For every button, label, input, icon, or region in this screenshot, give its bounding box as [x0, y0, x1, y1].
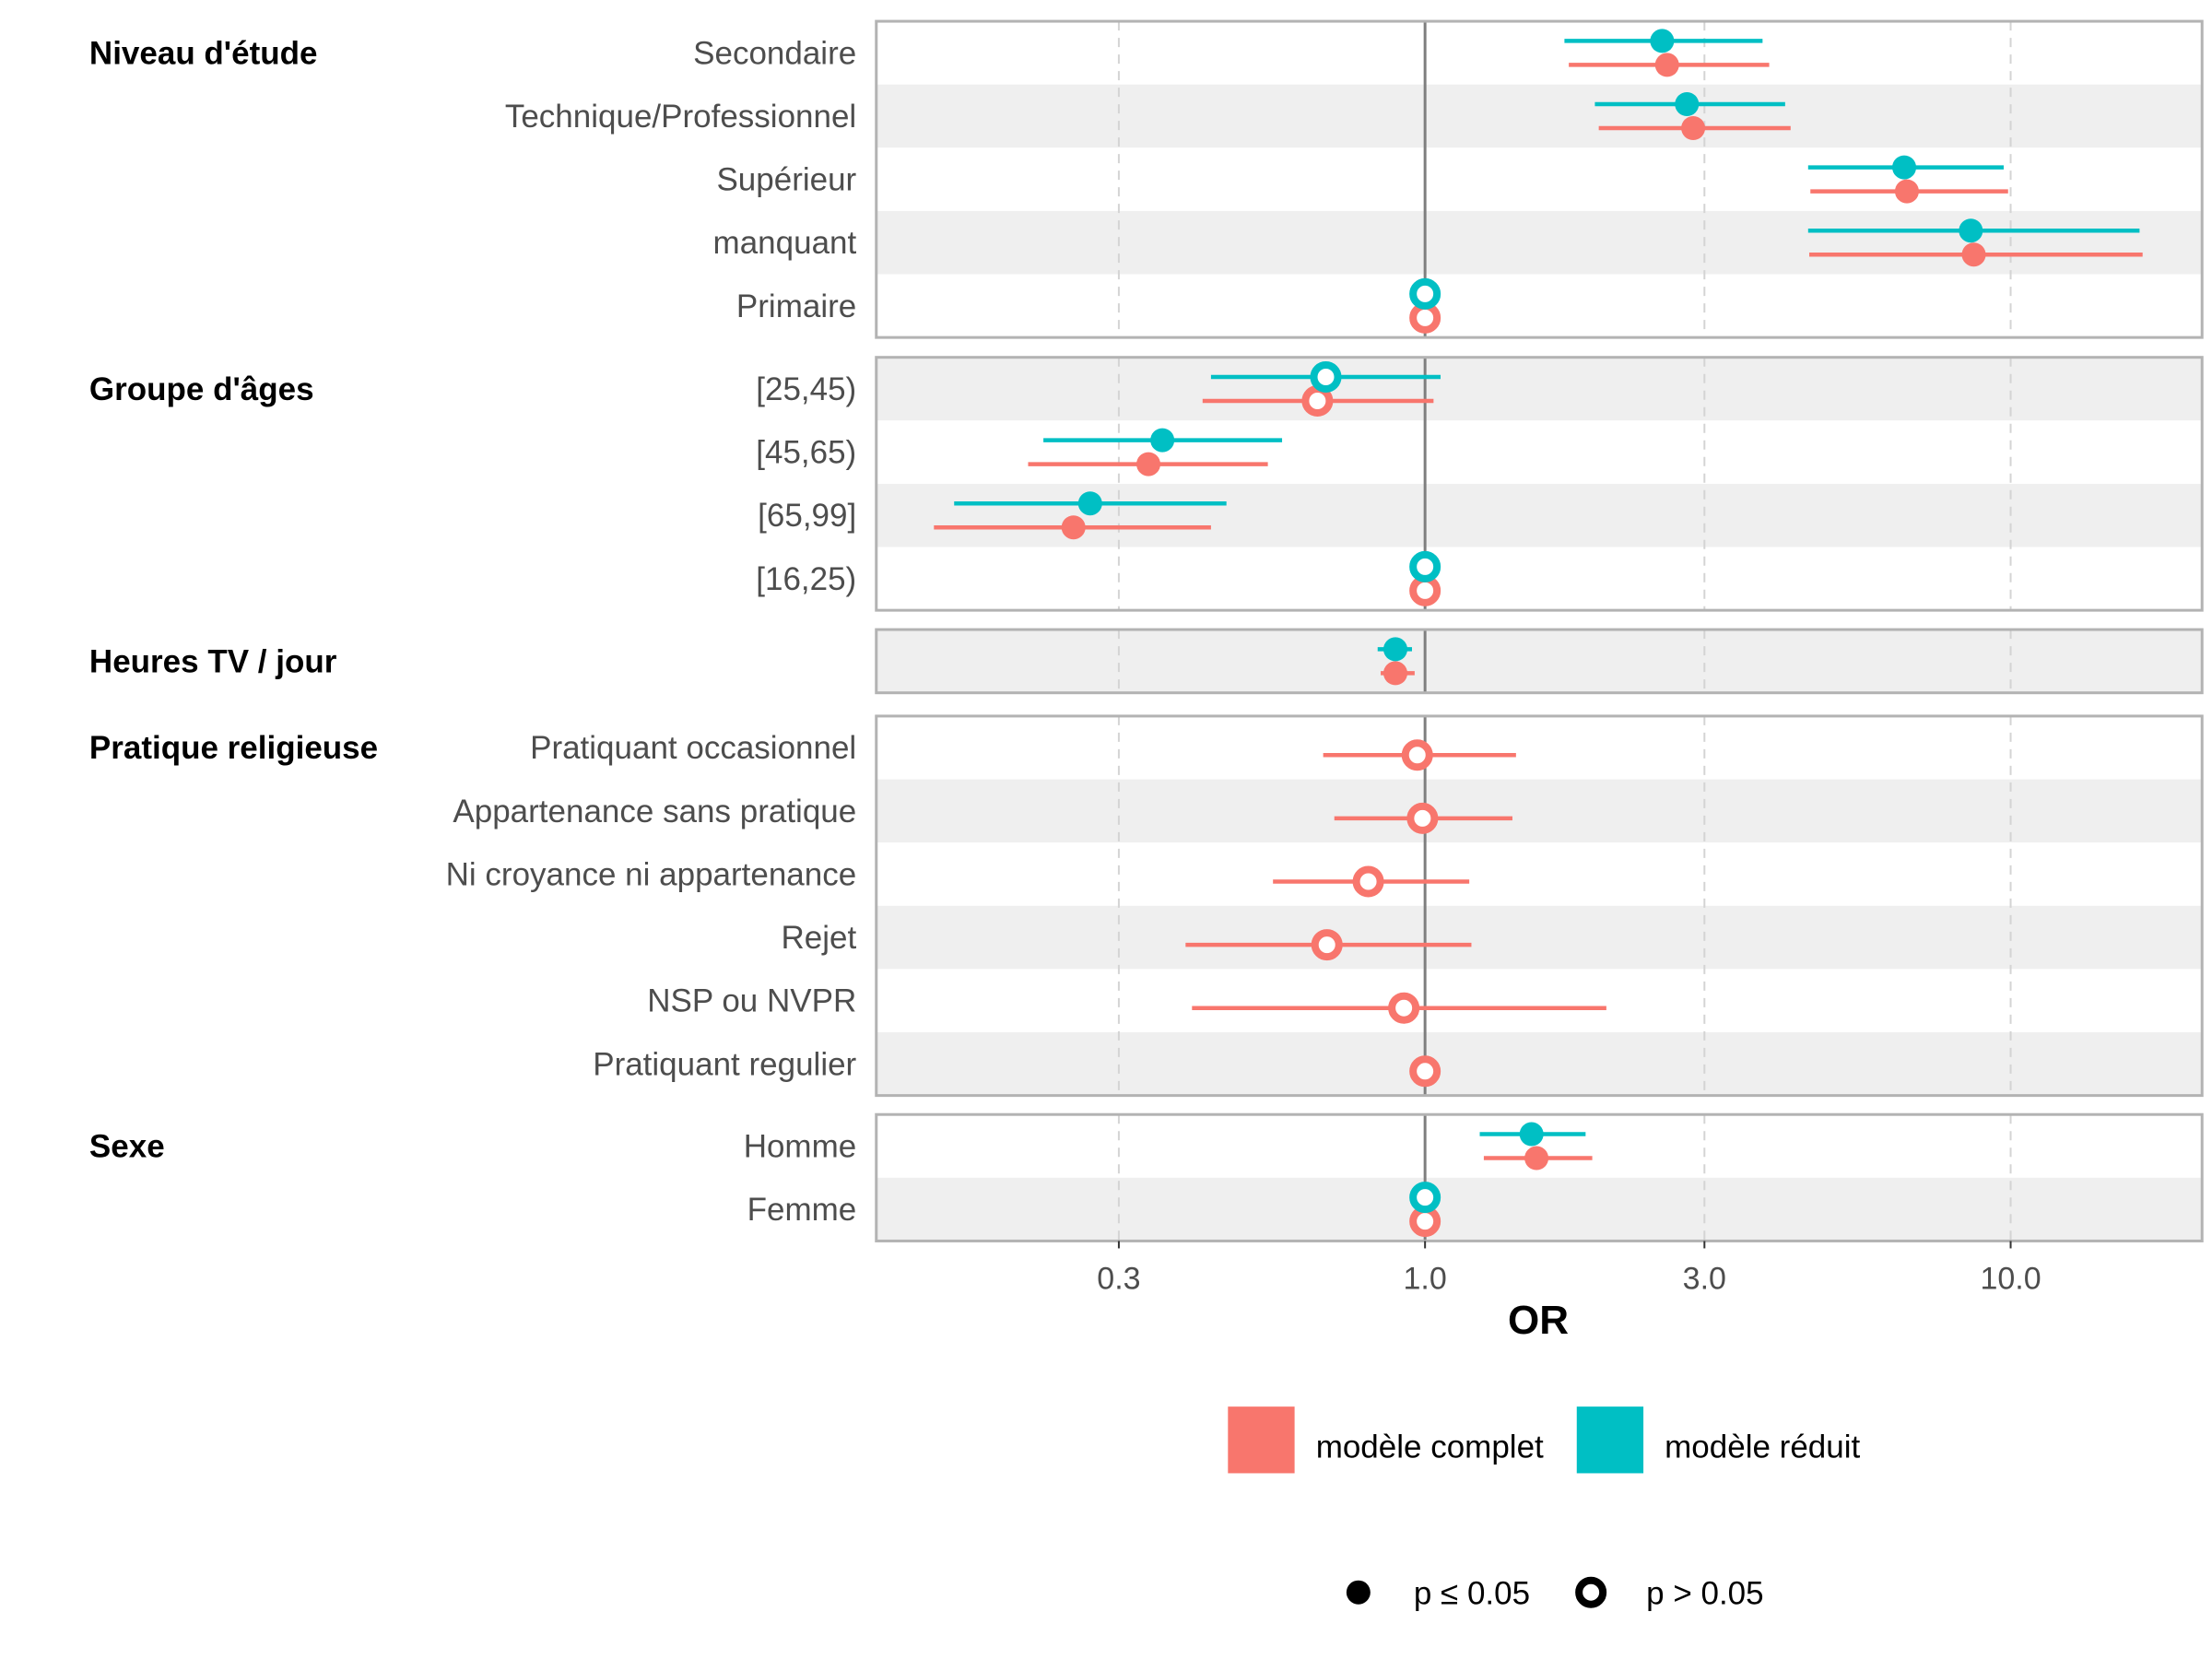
complet-point [1382, 661, 1407, 686]
row-label: Rejet [782, 920, 857, 956]
row-label: Secondaire [693, 35, 856, 71]
row-label: [25,45) [756, 371, 856, 407]
panel-border [875, 356, 2204, 612]
row-label: manquant [713, 225, 857, 261]
row-label: Ni croyance ni appartenance [446, 856, 857, 892]
row-background [876, 274, 2203, 338]
row-background [876, 779, 2203, 843]
complet-point [1524, 1146, 1549, 1171]
x-tick-label: 10.0 [1980, 1261, 2041, 1296]
row-background [876, 84, 2203, 148]
row-background [876, 629, 2203, 693]
labels: Niveau d'étude Secondaire Technique/Profes… [89, 35, 857, 1228]
legend-swatch [1576, 1406, 1644, 1474]
row-background [876, 1032, 2203, 1096]
row-label: Appartenance sans pratique [453, 794, 856, 830]
row-label: [16,25) [756, 561, 856, 597]
row-label: Technique/Professionnel [505, 99, 856, 135]
row-label: [65,99] [758, 498, 856, 534]
legend-label: modèle réduit [1665, 1430, 1860, 1465]
panel-border [875, 628, 2204, 695]
row-background [876, 1177, 2203, 1241]
panel-3 [875, 714, 2204, 1098]
reduit-point-open [1409, 1182, 1441, 1214]
complet-point [1654, 53, 1679, 77]
row-background [876, 842, 2203, 906]
panel-border [875, 1112, 2204, 1242]
legend: modèle complet modèle réduit p ≤ 0.05 p > 0… [1228, 1406, 1860, 1612]
row-background [876, 357, 2203, 421]
row-label: Pratiquant regulier [593, 1046, 856, 1082]
x-axis: 0.3 1.0 3.0 10.0 [1097, 1241, 2041, 1296]
panels [875, 19, 2204, 1242]
legend-swatch [1228, 1406, 1295, 1474]
legend-shape-open [1575, 1576, 1607, 1608]
panel-2 [875, 628, 2204, 695]
row-background [876, 21, 2203, 85]
complet-point-open [1409, 1055, 1441, 1088]
panel-border [875, 714, 2204, 1098]
complet-point-open [1406, 802, 1439, 834]
legend-label: modèle complet [1316, 1430, 1544, 1465]
row-background [876, 147, 2203, 211]
complet-point [1894, 179, 1919, 204]
row-background [876, 715, 2203, 780]
group-label: Pratique religieuse [89, 730, 378, 766]
row-background [876, 547, 2203, 611]
panel-border [875, 19, 2204, 339]
x-tick-label: 1.0 [1404, 1261, 1447, 1296]
row-label: Primaire [736, 288, 856, 324]
row-background [876, 969, 2203, 1032]
row-label: Femme [747, 1192, 857, 1228]
panel-1 [875, 356, 2204, 612]
row-label: Homme [744, 1129, 857, 1165]
legend-label: p ≤ 0.05 [1414, 1576, 1530, 1612]
reduit-point [1519, 1122, 1544, 1147]
legend-shape-filled [1346, 1580, 1371, 1605]
x-tick-label: 3.0 [1683, 1261, 1726, 1296]
row-background [876, 905, 2203, 970]
complet-point-open [1311, 929, 1343, 961]
reduit-point [1382, 637, 1407, 662]
row-background [876, 210, 2203, 275]
reduit-point-open [1310, 361, 1342, 393]
reduit-point [1959, 218, 1983, 243]
reduit-point [1675, 92, 1700, 116]
row-label: Supérieur [716, 162, 856, 198]
x-axis-title: OR [1508, 1298, 1569, 1343]
reduit-point [1150, 428, 1175, 453]
reduit-point-open [1409, 550, 1441, 582]
reduit-point-open [1409, 277, 1441, 310]
complet-point [1681, 116, 1706, 140]
reduit-point [1650, 29, 1675, 53]
panel-4 [875, 1112, 2204, 1242]
row-label: NSP ou NVPR [647, 983, 856, 1019]
row-label: [45,65) [756, 435, 856, 471]
complet-point-open [1401, 739, 1433, 771]
group-label: Groupe d'âges [89, 371, 314, 407]
group-label: Niveau d'étude [89, 35, 318, 71]
complet-point [1061, 515, 1086, 540]
x-tick-label: 0.3 [1097, 1261, 1140, 1296]
complet-point-open [1352, 865, 1384, 898]
legend-label: p > 0.05 [1646, 1576, 1763, 1612]
complet-point [1961, 242, 1986, 267]
panel-0 [875, 19, 2204, 339]
row-background [876, 420, 2203, 484]
row-label: Pratiquant occasionnel [530, 730, 856, 766]
group-label: Sexe [89, 1129, 165, 1165]
complet-point [1136, 452, 1161, 477]
complet-point-open [1388, 992, 1420, 1024]
reduit-point [1892, 155, 1917, 180]
reduit-point [1077, 491, 1102, 516]
group-label: Heures TV / jour [89, 643, 337, 679]
